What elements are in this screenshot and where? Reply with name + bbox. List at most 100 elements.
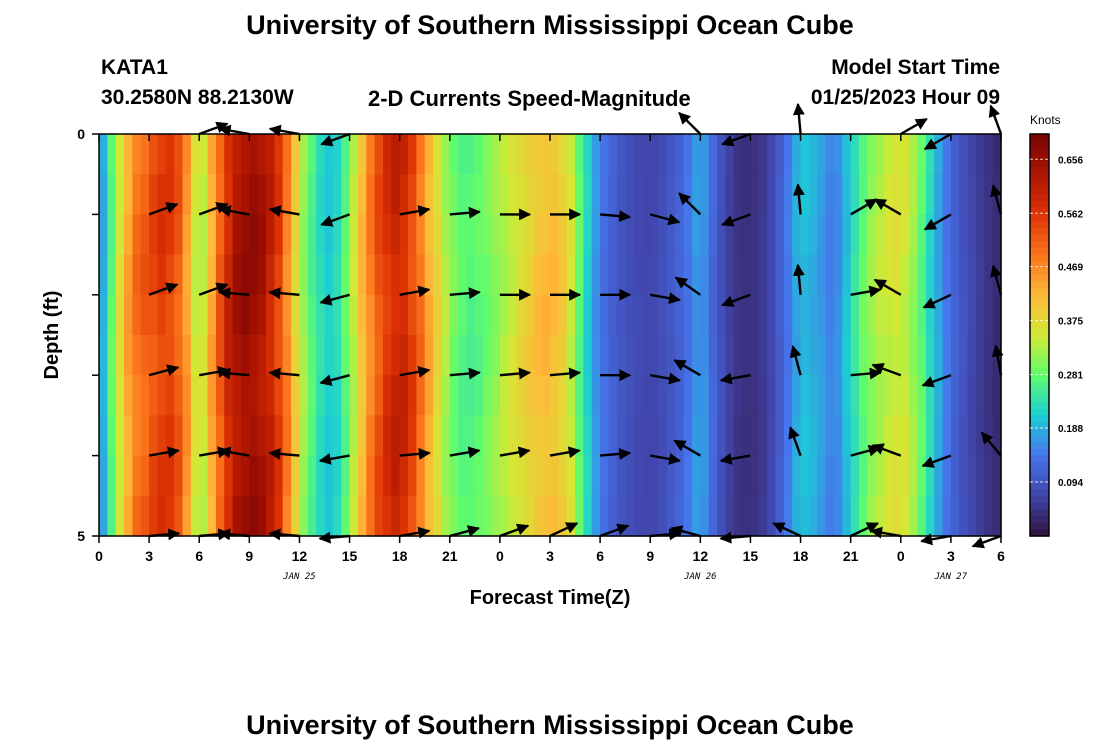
heatmap-cell: [316, 294, 326, 336]
heatmap-cell: [291, 254, 301, 296]
heatmap-cell: [875, 495, 885, 537]
speed-heatmap: [99, 134, 1002, 537]
heatmap-cell: [307, 415, 317, 457]
heatmap-cell: [641, 335, 651, 376]
heatmap-cell: [842, 495, 852, 537]
heatmap-cell: [750, 415, 760, 457]
current-arrow: [923, 213, 952, 231]
heatmap-cell: [633, 254, 643, 296]
heatmap-cell: [215, 455, 225, 497]
current-arrow: [218, 205, 250, 217]
heatmap-cell: [449, 294, 459, 336]
heatmap-cell: [942, 254, 952, 296]
heatmap-cell: [291, 455, 301, 497]
chart-title: University of Southern Mississippi Ocean…: [246, 10, 854, 40]
heatmap-cell: [650, 134, 660, 175]
heatmap-cell: [875, 134, 885, 175]
heatmap-cell: [884, 335, 894, 376]
heatmap-cell: [207, 214, 217, 256]
heatmap-cell: [675, 335, 685, 376]
heatmap-cell: [282, 495, 292, 537]
heatmap-cell: [357, 214, 367, 256]
heatmap-cell: [508, 415, 518, 457]
heatmap-cell: [299, 415, 309, 457]
colorbar-segment: [1030, 361, 1049, 370]
heatmap-cell: [282, 174, 292, 215]
heatmap-cell: [650, 415, 660, 457]
heatmap-cell: [959, 455, 969, 497]
heatmap-cell: [550, 254, 559, 296]
heatmap-cell: [399, 495, 409, 537]
heatmap-cell: [792, 375, 802, 416]
heatmap-cell: [817, 375, 827, 416]
heatmap-cell: [291, 495, 301, 537]
heatmap-cell: [666, 455, 676, 497]
heatmap-cell: [408, 495, 417, 537]
heatmap-cell: [499, 254, 509, 296]
heatmap-cell: [967, 455, 977, 497]
heatmap-cell: [266, 455, 275, 497]
heatmap-cell: [408, 455, 417, 497]
current-arrow: [399, 447, 431, 460]
heatmap-cell: [867, 134, 877, 175]
heatmap-cell: [575, 455, 585, 497]
heatmap-cell: [140, 415, 150, 457]
heatmap-cell: [633, 134, 643, 175]
heatmap-cell: [591, 495, 601, 537]
heatmap-cell: [299, 134, 309, 175]
heatmap-cell: [925, 174, 935, 215]
current-arrow: [920, 533, 952, 546]
heatmap-cell: [99, 174, 108, 215]
heatmap-cell: [165, 375, 175, 416]
heatmap-cell: [808, 455, 818, 497]
current-arrow: [792, 183, 805, 215]
heatmap-cell: [516, 455, 526, 497]
current-arrow: [719, 372, 751, 385]
colorbar-segment: [1030, 328, 1049, 336]
heatmap-cell: [382, 415, 392, 457]
heatmap-cell: [349, 254, 359, 296]
heatmap-cell: [909, 415, 919, 457]
heatmap-cell: [600, 294, 610, 336]
heatmap-cell: [842, 455, 852, 497]
heatmap-cell: [733, 375, 743, 416]
heatmap-cell: [775, 375, 785, 416]
heatmap-cell: [575, 174, 585, 215]
heatmap-cell: [324, 294, 334, 336]
heatmap-cell: [717, 375, 726, 416]
heatmap-cell: [483, 134, 493, 175]
colorbar-segment: [1030, 201, 1049, 209]
colorbar-segment: [1030, 274, 1049, 282]
heatmap-cell: [199, 254, 209, 296]
heatmap-cell: [299, 294, 309, 336]
heatmap-cell: [909, 375, 919, 416]
heatmap-cell: [600, 495, 610, 537]
heatmap-cell: [900, 495, 910, 537]
x-tick-label: 15: [743, 548, 759, 564]
heatmap-cell: [282, 415, 292, 457]
heatmap-cell: [650, 214, 660, 256]
current-arrow: [549, 446, 581, 459]
heatmap-cell: [341, 415, 351, 457]
heatmap-cell: [825, 335, 835, 376]
heatmap-cell: [767, 455, 777, 497]
heatmap-cell: [608, 134, 618, 175]
colorbar-segment: [1030, 321, 1049, 329]
heatmap-cell: [165, 415, 175, 457]
heatmap-cell: [182, 134, 192, 175]
heatmap-cell: [382, 495, 392, 537]
heatmap-cell: [775, 455, 785, 497]
heatmap-cell: [232, 294, 242, 336]
heatmap-cell: [817, 495, 827, 537]
heatmap-cell: [675, 455, 685, 497]
heatmap-cell: [700, 415, 710, 457]
heatmap-cell: [516, 335, 526, 376]
heatmap-cell: [984, 134, 994, 175]
heatmap-cell: [992, 294, 1002, 336]
heatmap-cell: [249, 254, 259, 296]
heatmap-cell: [190, 415, 200, 457]
heatmap-cell: [149, 134, 159, 175]
heatmap-cell: [316, 134, 326, 175]
colorbar-segment: [1030, 495, 1049, 504]
heatmap-cell: [942, 415, 952, 457]
